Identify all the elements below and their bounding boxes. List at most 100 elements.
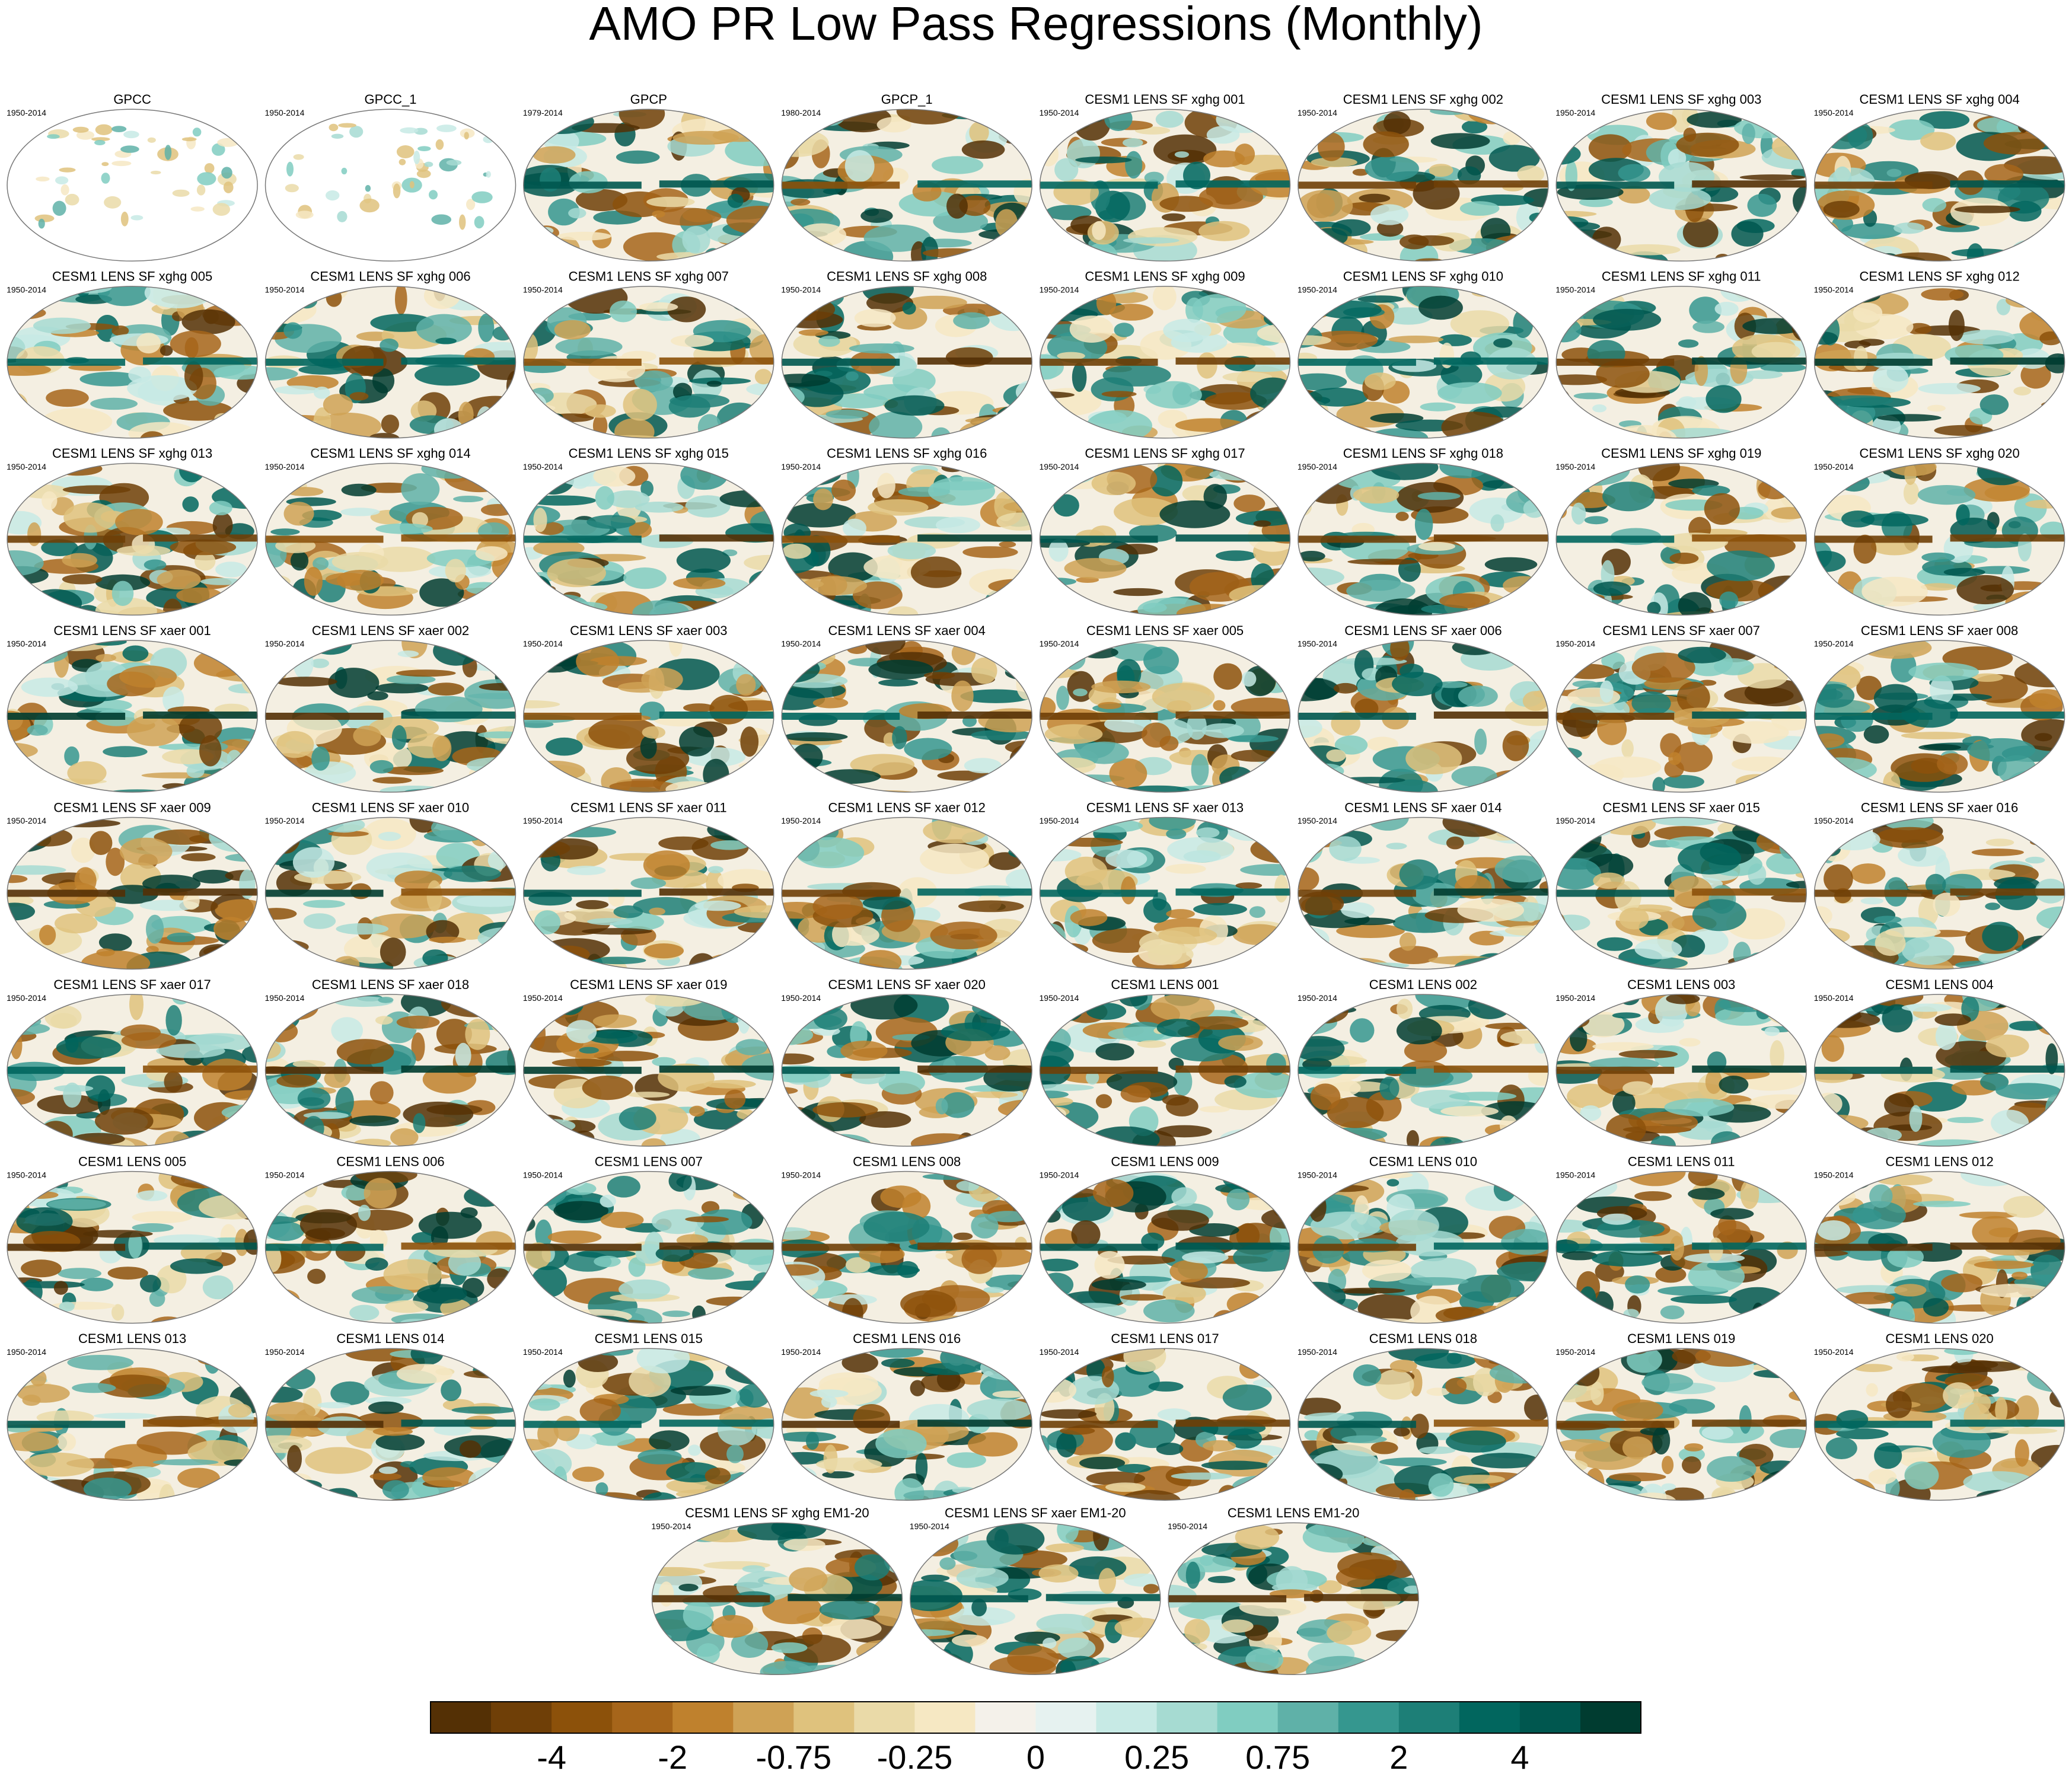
map-panel: CESM1 LENS SF xaer 012 1950-2014 bbox=[781, 800, 1032, 970]
map-panel: CESM1 LENS SF xghg 003 1950-2014 bbox=[1555, 92, 1807, 262]
panel-title: CESM1 LENS 010 bbox=[1369, 1154, 1477, 1169]
panel-title: CESM1 LENS SF xaer 009 bbox=[53, 800, 211, 815]
map-field bbox=[1298, 463, 1548, 615]
panel-period: 1950-2014 bbox=[1555, 816, 1595, 825]
panel-period: 1950-2014 bbox=[7, 639, 46, 649]
panel-period: 1950-2014 bbox=[265, 816, 305, 825]
panel-title: CESM1 LENS SF xghg 003 bbox=[1601, 92, 1761, 107]
map-panel: CESM1 LENS 014 1950-2014 bbox=[265, 1331, 517, 1501]
map-outline bbox=[1298, 816, 1549, 970]
colorbar-label: -2 bbox=[658, 1738, 687, 1776]
map-field bbox=[523, 1171, 774, 1323]
panel-period: 1950-2014 bbox=[1814, 285, 1854, 295]
map-field bbox=[1298, 286, 1548, 438]
panel-title: CESM1 LENS 019 bbox=[1627, 1331, 1735, 1346]
colorbar-label: 4 bbox=[1510, 1738, 1529, 1776]
panel-period: 1950-2014 bbox=[7, 285, 46, 295]
map-field bbox=[652, 1523, 903, 1675]
panel-period: 1950-2014 bbox=[523, 1347, 563, 1357]
map-field bbox=[1298, 817, 1548, 969]
panel-title: CESM1 LENS 006 bbox=[336, 1154, 444, 1169]
panel-title: CESM1 LENS 002 bbox=[1369, 977, 1477, 992]
map-outline bbox=[1298, 462, 1549, 616]
colorbar-box bbox=[1519, 1702, 1581, 1733]
panel-title: CESM1 LENS SF xaer EM1-20 bbox=[945, 1505, 1126, 1520]
map-field bbox=[265, 994, 516, 1147]
map-outline bbox=[7, 1170, 258, 1324]
map-outline bbox=[523, 462, 774, 616]
map-outline bbox=[1555, 1348, 1807, 1501]
map-outline bbox=[523, 1170, 774, 1324]
panel-period: 1950-2014 bbox=[523, 639, 563, 649]
map-field bbox=[523, 640, 774, 792]
panel-period: 1950-2014 bbox=[265, 993, 305, 1003]
map-field bbox=[1814, 286, 2065, 438]
map-field bbox=[1040, 640, 1290, 792]
map-field bbox=[265, 817, 516, 969]
map-panel: CESM1 LENS SF xghg 008 1950-2014 bbox=[781, 269, 1032, 439]
panel-period: 1950-2014 bbox=[781, 639, 821, 649]
panel-title: CESM1 LENS 008 bbox=[853, 1154, 961, 1169]
colorbar-label: -0.25 bbox=[877, 1738, 953, 1776]
panel-title: CESM1 LENS SF xaer 020 bbox=[828, 977, 986, 992]
panel-title: CESM1 LENS 003 bbox=[1627, 977, 1735, 992]
panel-period: 1950-2014 bbox=[1555, 285, 1595, 295]
panel-title: CESM1 LENS SF xghg EM1-20 bbox=[685, 1505, 869, 1520]
map-field bbox=[1168, 1523, 1419, 1675]
map-field bbox=[7, 817, 258, 969]
panel-period: 1950-2014 bbox=[1555, 993, 1595, 1003]
map-panel: CESM1 LENS SF xaer 013 1950-2014 bbox=[1040, 800, 1291, 970]
map-field bbox=[1556, 994, 1807, 1147]
panel-period: 1950-2014 bbox=[1555, 1170, 1595, 1179]
map-panel: CESM1 LENS SF xaer 014 1950-2014 bbox=[1298, 800, 1549, 970]
panel-title: CESM1 LENS SF xghg 002 bbox=[1343, 92, 1503, 107]
map-outline bbox=[1298, 1170, 1549, 1324]
panel-period: 1950-2014 bbox=[265, 1347, 305, 1357]
map-panel: CESM1 LENS 002 1950-2014 bbox=[1298, 977, 1549, 1147]
map-field bbox=[782, 1348, 1032, 1501]
panel-period: 1950-2014 bbox=[523, 816, 563, 825]
panel-period: 1950-2014 bbox=[1814, 1347, 1854, 1357]
map-panel: CESM1 LENS SF xghg 004 1950-2014 bbox=[1814, 92, 2065, 262]
map-outline bbox=[1298, 640, 1549, 793]
map-field bbox=[265, 286, 516, 438]
colorbar-box bbox=[1217, 1702, 1279, 1733]
map-panel: CESM1 LENS SF xaer 007 1950-2014 bbox=[1555, 623, 1807, 793]
map-field bbox=[1814, 1171, 2065, 1323]
map-field bbox=[265, 1171, 516, 1323]
panel-title: CESM1 LENS SF xaer 003 bbox=[570, 623, 727, 638]
map-outline bbox=[1555, 816, 1807, 970]
panel-period: 1950-2014 bbox=[1298, 108, 1337, 117]
panel-title: CESM1 LENS 020 bbox=[1885, 1331, 1993, 1346]
panel-period: 1950-2014 bbox=[265, 108, 305, 117]
panel-period: 1950-2014 bbox=[7, 1347, 46, 1357]
colorbar-label: 0 bbox=[1027, 1738, 1045, 1776]
map-panel: CESM1 LENS SF xaer 006 1950-2014 bbox=[1298, 623, 1549, 793]
map-field bbox=[1814, 463, 2065, 615]
panel-period: 1980-2014 bbox=[781, 108, 821, 117]
panel-title: CESM1 LENS 013 bbox=[78, 1331, 186, 1346]
panel-period: 1950-2014 bbox=[1298, 1170, 1337, 1179]
map-outline bbox=[264, 994, 517, 1147]
colorbar-box bbox=[612, 1702, 673, 1733]
map-panel: CESM1 LENS 013 1950-2014 bbox=[7, 1331, 258, 1501]
panel-period: 1950-2014 bbox=[1814, 1170, 1854, 1179]
colorbar-label: 0.75 bbox=[1245, 1738, 1310, 1776]
map-panel: CESM1 LENS SF xghg 016 1950-2014 bbox=[781, 446, 1032, 616]
map-field bbox=[7, 1348, 258, 1501]
panel-title: CESM1 LENS SF xaer 016 bbox=[1861, 800, 2018, 815]
map-outline bbox=[523, 109, 774, 262]
map-outline bbox=[264, 640, 517, 793]
colorbar-box bbox=[1338, 1702, 1400, 1733]
map-panel: CESM1 LENS SF xghg 019 1950-2014 bbox=[1555, 446, 1807, 616]
panel-title: CESM1 LENS SF xghg 014 bbox=[310, 446, 470, 461]
colorbar-box bbox=[793, 1702, 855, 1733]
map-field bbox=[265, 1348, 516, 1501]
map-field bbox=[1556, 286, 1807, 438]
map-field bbox=[1040, 817, 1290, 969]
map-outline bbox=[1813, 462, 2065, 616]
colorbar-box bbox=[1277, 1702, 1339, 1733]
panel-period: 1950-2014 bbox=[523, 1170, 563, 1179]
map-field bbox=[7, 1171, 258, 1323]
